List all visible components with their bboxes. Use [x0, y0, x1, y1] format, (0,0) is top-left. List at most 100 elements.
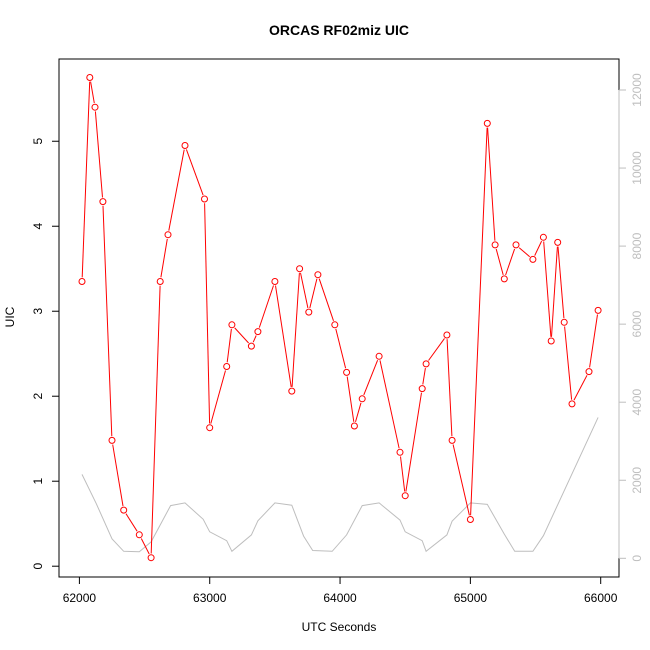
- y2-tick-label: 12000: [630, 73, 644, 107]
- uic-point: [585, 368, 593, 376]
- x-tick-label: 65000: [454, 591, 488, 605]
- x-tick-label: 63000: [193, 591, 227, 605]
- uic-point: [358, 395, 366, 403]
- uic-point: [288, 387, 296, 395]
- x-tick-label: 66000: [584, 591, 618, 605]
- uic-point: [350, 422, 358, 430]
- uic-line-segment: [102, 205, 113, 437]
- uic-line-segment: [543, 241, 552, 337]
- y2-tick-label: 8000: [630, 232, 644, 259]
- y-tick-label: 3: [31, 308, 45, 315]
- uic-line-segment: [81, 81, 91, 278]
- uic-point: [594, 306, 602, 314]
- uic-line-segment: [309, 278, 318, 309]
- uic-point: [375, 352, 383, 360]
- uic-line-segment: [258, 285, 274, 328]
- uic-point: [466, 516, 474, 523]
- uic-point: [223, 363, 231, 370]
- uic-line-segment: [185, 149, 204, 196]
- y-tick-label: 0: [31, 563, 45, 570]
- uic-point: [271, 278, 279, 285]
- uic-point: [201, 195, 208, 203]
- uic-line-segment: [125, 513, 138, 532]
- altitude-line: [81, 417, 599, 553]
- uic-line-segment: [275, 285, 292, 388]
- uic-point: [314, 271, 322, 279]
- uic-point: [108, 436, 116, 444]
- uic-point: [539, 233, 547, 241]
- uic-line-segment: [534, 240, 543, 256]
- uic-line-segment: [226, 328, 232, 363]
- uic-point: [448, 436, 456, 444]
- x-axis: 62000 63000 64000 65000 66000: [63, 576, 618, 605]
- y2-tick-label: 2000: [630, 467, 644, 494]
- uic-point: [247, 342, 255, 350]
- uic-line-segment: [335, 328, 347, 369]
- uic-line-segment: [355, 402, 362, 423]
- uic-point: [99, 198, 107, 206]
- uic-point: [331, 321, 339, 329]
- uic-point: [206, 424, 214, 432]
- uic-point: [568, 400, 576, 408]
- uic-line-segment: [487, 127, 496, 241]
- uic-line-segment: [346, 376, 355, 422]
- uic-point: [181, 142, 189, 149]
- altitude-series: [81, 417, 599, 553]
- uic-line-segment: [564, 326, 573, 400]
- uic-point: [422, 360, 430, 368]
- uic-line-segment: [405, 392, 422, 492]
- uic-line-segment: [573, 375, 588, 401]
- uic-point: [401, 492, 409, 500]
- uic-line-segment: [150, 285, 161, 554]
- uic-point: [305, 308, 313, 316]
- uic-point: [135, 531, 143, 539]
- uic-line-segment: [452, 444, 470, 516]
- uic-point: [512, 241, 520, 249]
- uic-line-segment: [94, 111, 103, 198]
- uic-point: [254, 328, 262, 336]
- uic-line-segment: [422, 368, 426, 385]
- uic-point: [156, 278, 164, 285]
- uic-point: [86, 74, 94, 81]
- uic-point: [343, 368, 351, 376]
- uic-point: [396, 448, 404, 456]
- uic-point: [560, 318, 568, 326]
- uic-line-segment: [557, 246, 565, 319]
- uic-point: [120, 506, 128, 514]
- y2-tick-label: 10000: [630, 151, 644, 185]
- uic-point: [91, 103, 99, 111]
- uic-line-segment: [168, 149, 185, 231]
- uic-point: [78, 278, 86, 285]
- uic-line-segment: [589, 314, 598, 368]
- uic-line-segment: [428, 338, 445, 361]
- uic-line-segment: [204, 203, 211, 424]
- uic-line-segment: [446, 339, 453, 437]
- uic-point: [164, 231, 172, 239]
- uic-line-segment: [160, 238, 168, 278]
- uic-line-segment: [291, 272, 300, 387]
- uic-line-segment: [363, 360, 379, 396]
- uic-point: [547, 337, 555, 345]
- uic-line-segment: [252, 335, 257, 343]
- y-tick-label: 2: [31, 393, 45, 400]
- uic-point: [529, 255, 537, 263]
- uic-line-segment: [112, 444, 124, 507]
- y-axis-left: 0 1 2 3 4 5: [31, 138, 60, 570]
- uic-line-segment: [400, 456, 406, 492]
- y-tick-label: 5: [31, 138, 45, 145]
- uic-line-segment: [300, 272, 309, 309]
- uic-line-segment: [90, 81, 95, 104]
- uic-point: [554, 238, 562, 246]
- uic-point: [500, 275, 508, 283]
- y2-tick-label: 6000: [630, 310, 644, 337]
- y-axis-right: 0 2000 4000 6000 8000 10000 12000: [618, 73, 644, 562]
- x-tick-label: 64000: [323, 591, 357, 605]
- uic-line-segment: [495, 248, 504, 276]
- uic-line-segment: [210, 370, 226, 424]
- y2-tick-label: 4000: [630, 389, 644, 416]
- uic-point: [491, 241, 499, 249]
- y2-tick-label: 0: [630, 555, 644, 562]
- uic-line-segment: [518, 247, 531, 258]
- y-tick-label: 1: [31, 478, 45, 485]
